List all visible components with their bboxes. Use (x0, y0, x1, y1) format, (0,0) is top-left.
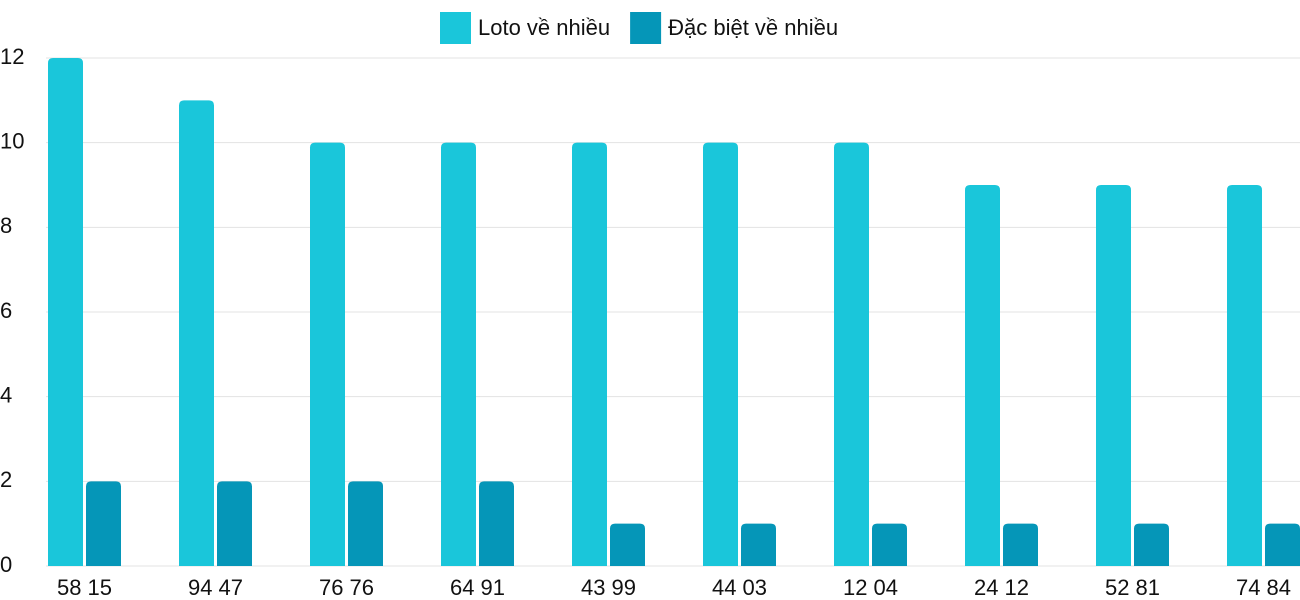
y-tick-label: 4 (0, 382, 12, 407)
x-tick-label: 44 03 (712, 575, 767, 600)
bar (1134, 523, 1169, 566)
y-tick-label: 8 (0, 213, 12, 238)
bar (310, 142, 345, 566)
x-tick-label: 76 76 (319, 575, 374, 600)
x-tick-label: 12 04 (843, 575, 898, 600)
bar (741, 523, 776, 566)
legend-label: Đặc biệt về nhiều (668, 15, 838, 40)
legend-swatch (630, 12, 662, 44)
y-tick-label: 2 (0, 467, 12, 492)
legend-label: Loto về nhiều (478, 15, 610, 40)
bar (86, 481, 121, 566)
bar (1003, 523, 1038, 566)
bar (1265, 523, 1300, 566)
bar (479, 481, 514, 566)
bar (1227, 185, 1262, 566)
bar (965, 185, 1000, 566)
bar (610, 523, 645, 566)
bar (703, 142, 738, 566)
x-tick-label: 64 91 (450, 575, 505, 600)
y-tick-label: 6 (0, 298, 12, 323)
x-tick-label: 74 84 (1236, 575, 1291, 600)
y-tick-label: 0 (0, 552, 12, 577)
x-tick-label: 94 47 (188, 575, 243, 600)
legend-swatch (440, 12, 471, 44)
bar (441, 142, 476, 566)
y-tick-label: 12 (0, 44, 24, 69)
bar (834, 142, 869, 566)
y-tick-label: 10 (0, 128, 24, 153)
bar (48, 58, 83, 566)
bar (217, 481, 252, 566)
bar (348, 481, 383, 566)
x-tick-label: 43 99 (581, 575, 636, 600)
bar (572, 142, 607, 566)
bar (872, 523, 907, 566)
x-tick-label: 52 81 (1105, 575, 1160, 600)
x-tick-label: 24 12 (974, 575, 1029, 600)
x-tick-label: 58 15 (57, 575, 112, 600)
bar (179, 100, 214, 566)
bar (1096, 185, 1131, 566)
